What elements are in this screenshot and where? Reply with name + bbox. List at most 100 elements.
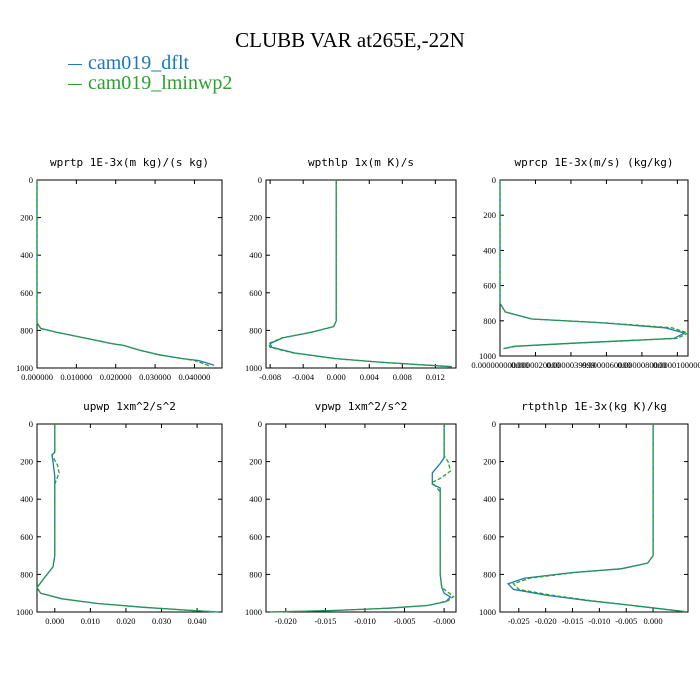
x-tick-label: -0.008	[259, 372, 281, 382]
y-tick-label: 400	[249, 250, 262, 260]
x-tick-label: -0.015	[562, 616, 584, 626]
x-tick-label: -0.004	[292, 372, 315, 382]
legend-swatch-dflt	[68, 63, 82, 65]
y-tick-label: 1000	[16, 607, 33, 617]
y-tick-label: 400	[20, 250, 33, 260]
y-tick-label: 0	[492, 175, 496, 185]
plot-frame	[499, 179, 689, 357]
x-tick-label: 0.000	[644, 616, 663, 626]
x-tick-label: -0.005	[394, 616, 416, 626]
legend-label-lminwp2: cam019_lminwp2	[88, 72, 233, 94]
y-tick-label: 0	[29, 175, 33, 185]
plot-frame	[36, 423, 223, 613]
x-tick-label: 0.010	[81, 616, 100, 626]
y-tick-label: 1000	[16, 363, 33, 373]
y-tick-label: 200	[483, 457, 496, 467]
y-tick-label: 200	[483, 210, 496, 220]
series-line-dflt	[269, 424, 452, 613]
x-tick-label: 0.000	[45, 616, 64, 626]
panel-title: wprcp 1E-3x(m/s) (kg/kg)	[515, 156, 674, 169]
plot-frame	[36, 179, 223, 369]
panel-title: upwp 1xm^2/s^2	[83, 400, 176, 413]
y-tick-label: 200	[249, 457, 262, 467]
series-line-lminwp2	[512, 424, 686, 613]
x-tick-label: -0.020	[275, 616, 297, 626]
x-tick-label: 0.000	[327, 372, 346, 382]
y-tick-label: 600	[249, 532, 262, 542]
x-tick-label: 0.000000	[21, 372, 53, 382]
panel-5: vpwp 1xm^2/s^2 0 200 400 600 800 1000 -0.020 -0.…	[245, 400, 457, 626]
y-tick-label: 0	[492, 419, 496, 429]
y-tick-label: 800	[20, 325, 33, 335]
panel-1: wprtp 1E-3x(m kg)/(s kg) 0 200 400 600 800 100…	[16, 156, 223, 382]
series-line-lminwp2	[267, 180, 452, 368]
y-tick-label: 0	[258, 419, 262, 429]
legend-entry-lminwp2: cam019_lminwp2	[68, 72, 232, 94]
y-tick-label: 200	[20, 457, 33, 467]
y-tick-label: 200	[249, 213, 262, 223]
x-tick-label: 0.0000039999	[547, 360, 596, 370]
figure-title: CLUBB VAR at265E,-22N	[235, 28, 465, 52]
x-tick-label: 0.0000100000	[653, 360, 700, 370]
series-line-lminwp2	[36, 424, 219, 613]
y-tick-label: 800	[249, 569, 262, 579]
panel-3: wprcp 1E-3x(m/s) (kg/kg) 0 200 400 600 800 100…	[471, 156, 700, 370]
x-tick-label: -0.025	[508, 616, 530, 626]
y-tick-label: 400	[483, 245, 496, 255]
x-tick-label: 0.0000060000	[582, 360, 631, 370]
x-tick-label: 0.000000000000	[471, 360, 528, 370]
x-tick-label: 0.030	[152, 616, 171, 626]
series-line-lminwp2	[269, 424, 455, 613]
x-tick-label: -0.020	[535, 616, 557, 626]
panel-6: rtpthlp 1E-3x(kg K)/kg 0 200 400 600 800 1000 -…	[479, 400, 689, 626]
x-tick-label: -0.010	[588, 616, 610, 626]
x-tick-label: -0.010	[354, 616, 376, 626]
y-tick-label: 800	[249, 325, 262, 335]
legend-label-dflt: cam019_dflt	[88, 52, 190, 74]
y-tick-label: 600	[483, 281, 496, 291]
y-tick-label: 600	[483, 532, 496, 542]
y-tick-label: 600	[20, 532, 33, 542]
x-tick-label: 0.030000	[139, 372, 171, 382]
x-tick-label: 0.020	[116, 616, 135, 626]
series-line-dflt	[36, 180, 215, 366]
series-line-lminwp2	[36, 180, 211, 367]
y-tick-label: 200	[20, 213, 33, 223]
legend-entry-dflt: cam019_dflt	[68, 52, 189, 74]
y-tick-label: 1000	[479, 351, 496, 361]
panel-4: upwp 1xm^2/s^2 0 200 400 600 800 1000 0.000 0.01…	[16, 400, 223, 626]
panel-2: wpthlp 1x(m K)/s 0 200 400 600 800 1000-0.008 -…	[245, 156, 457, 382]
series-line-dflt	[506, 424, 686, 613]
y-tick-label: 400	[20, 494, 33, 504]
y-tick-label: 1000	[245, 607, 262, 617]
plot-frame	[265, 179, 457, 369]
x-tick-label: -0.000	[433, 616, 455, 626]
y-tick-label: 0	[29, 419, 33, 429]
x-tick-label: 0.012	[426, 372, 445, 382]
x-tick-label: 0.020000	[100, 372, 132, 382]
panel-title: wprtp 1E-3x(m kg)/(s kg)	[50, 156, 209, 169]
series-line-dflt	[499, 180, 687, 350]
series-line-dflt	[269, 180, 452, 368]
x-tick-label: 0.010000	[60, 372, 92, 382]
panel-title: wpthlp 1x(m K)/s	[308, 156, 414, 169]
x-tick-label: 0.0000080000	[617, 360, 666, 370]
x-tick-label: -0.015	[314, 616, 336, 626]
y-tick-label: 600	[20, 288, 33, 298]
y-tick-label: 1000	[245, 363, 262, 373]
x-tick-label: 0.040000	[179, 372, 211, 382]
series-line-lminwp2	[499, 180, 690, 350]
x-tick-label: 0.008	[393, 372, 412, 382]
y-tick-label: 1000	[479, 607, 496, 617]
y-tick-label: 800	[483, 316, 496, 326]
x-tick-label: 0.004	[360, 372, 380, 382]
plot-frame	[499, 423, 689, 613]
panel-title: rtpthlp 1E-3x(kg K)/kg	[521, 400, 667, 413]
series-line-dflt	[36, 424, 219, 613]
y-tick-label: 800	[20, 569, 33, 579]
x-tick-label: 0.0000020000	[511, 360, 560, 370]
legend-swatch-lminwp2	[68, 83, 82, 85]
panel-title: vpwp 1xm^2/s^2	[315, 400, 408, 413]
plot-frame	[265, 423, 457, 613]
